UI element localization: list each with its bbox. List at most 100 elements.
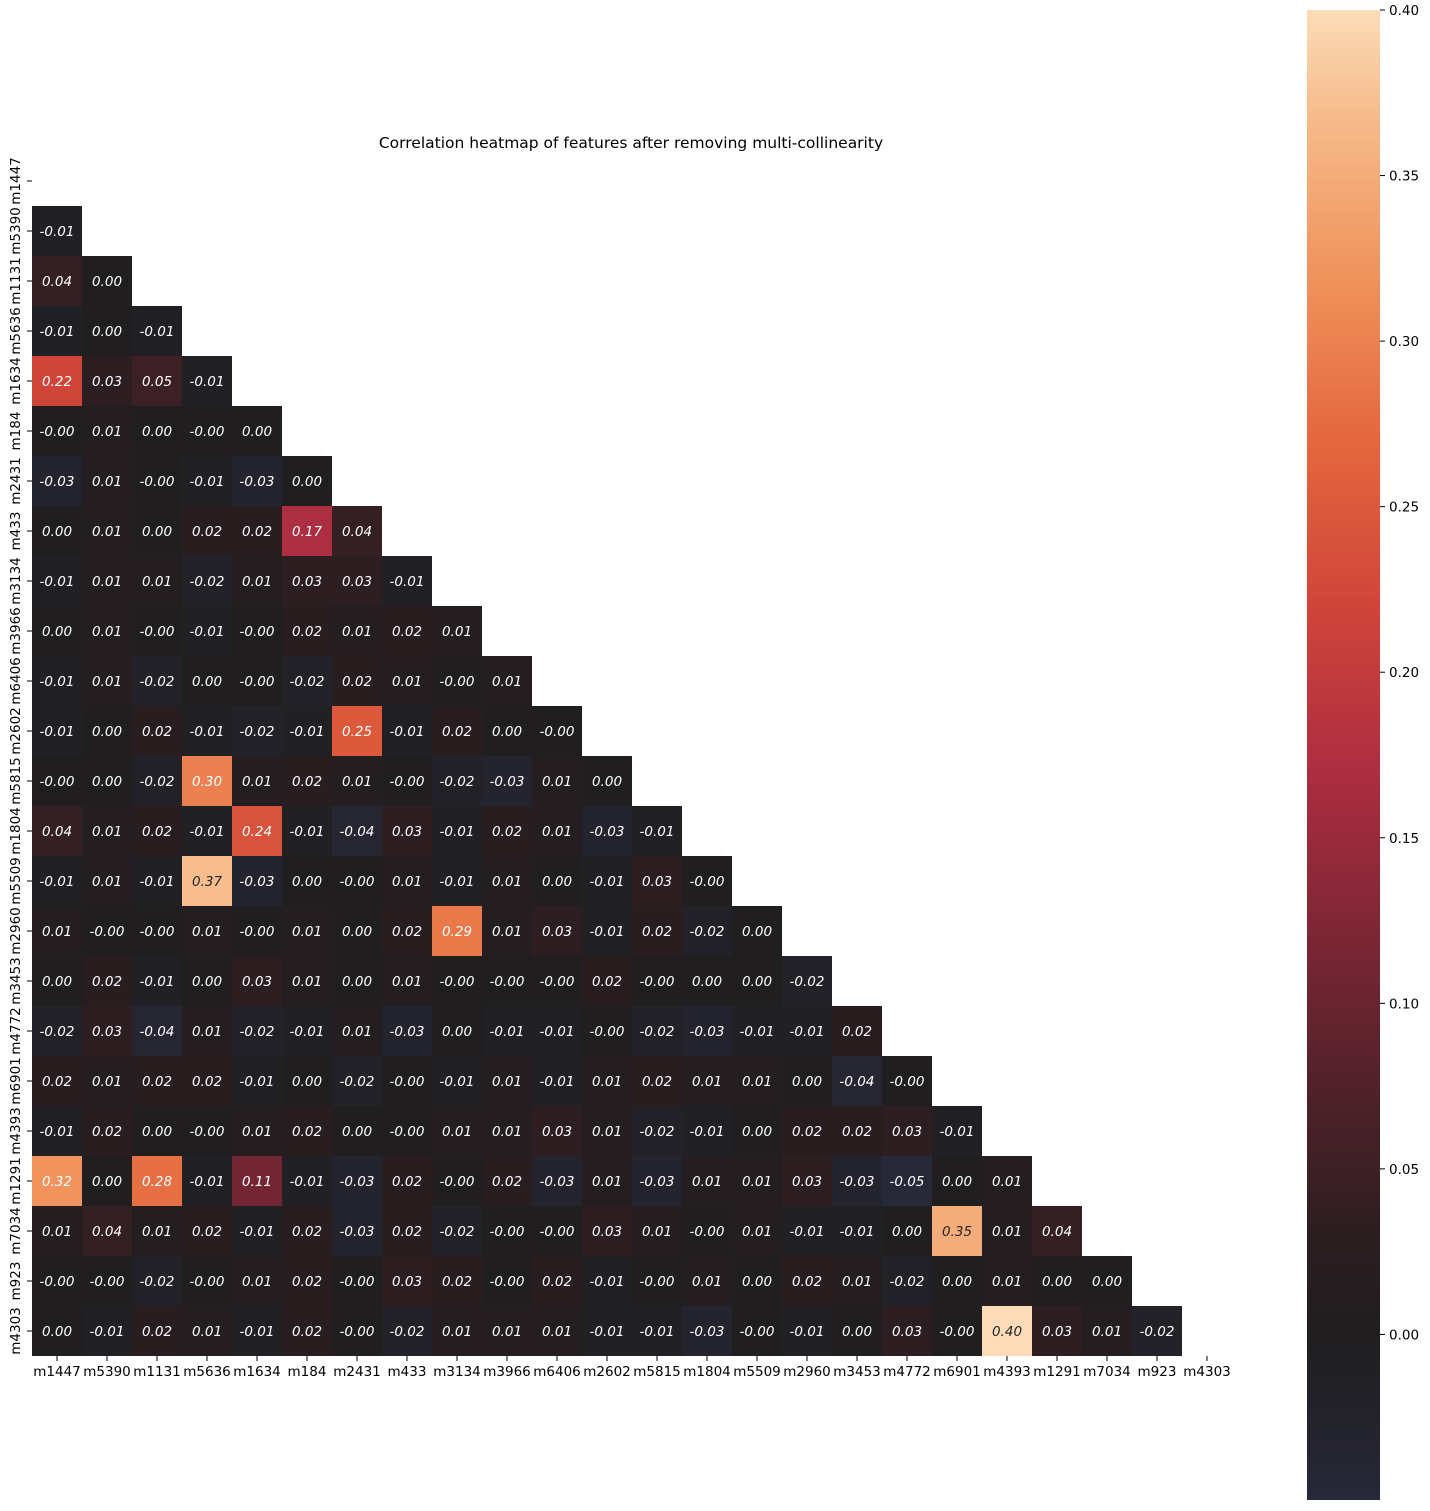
heatmap-cell-label: 0.01 xyxy=(592,1124,622,1140)
heatmap-cell-m1634-m1447 xyxy=(32,356,82,406)
heatmap-cell-m1804-m3134 xyxy=(432,806,482,856)
heatmap-cell-label: -0.01 xyxy=(590,924,625,940)
y-tick-label: m6406 xyxy=(8,657,24,705)
chart-title: Correlation heatmap of features after re… xyxy=(379,134,883,152)
heatmap-cell-label: 0.35 xyxy=(942,1224,972,1240)
heatmap-cell-label: 0.02 xyxy=(792,1274,822,1290)
heatmap-cell-label: 0.02 xyxy=(642,1074,672,1090)
heatmap-cell-label: -0.00 xyxy=(440,974,475,990)
heatmap-cell-label: 0.01 xyxy=(442,1124,472,1140)
heatmap-cell-label: -0.00 xyxy=(140,924,175,940)
x-tick-label: m2602 xyxy=(583,1364,631,1380)
heatmap-cell-label: 0.00 xyxy=(1092,1274,1122,1290)
heatmap-cell-label: -0.02 xyxy=(140,774,175,790)
heatmap-cell-m3453-m2602 xyxy=(582,956,632,1006)
heatmap-cell-m6901-m1804 xyxy=(682,1056,732,1106)
heatmap-cell-label: -0.00 xyxy=(390,1074,425,1090)
heatmap-cell-label: 0.04 xyxy=(342,524,372,540)
heatmap-cell-label: -0.02 xyxy=(190,574,225,590)
heatmap-cell-label: 0.02 xyxy=(392,1224,422,1240)
colorbar-gradient xyxy=(1307,10,1380,1500)
heatmap-cell-m433-m184 xyxy=(282,506,332,556)
heatmap-cell-m923-m433 xyxy=(382,1256,432,1306)
heatmap-cell-label: 0.02 xyxy=(192,524,222,540)
heatmap-cell-label: 0.02 xyxy=(592,974,622,990)
heatmap-cell-label: 0.01 xyxy=(92,524,122,540)
heatmap-cell-label: 0.00 xyxy=(792,1074,822,1090)
heatmap-cell-label: -0.00 xyxy=(540,724,575,740)
heatmap-cell-label: -0.00 xyxy=(140,624,175,640)
heatmap-cell-m5815-m2431 xyxy=(332,756,382,806)
y-tick-label: m2960 xyxy=(8,907,24,955)
heatmap-cell-label: 0.01 xyxy=(92,424,122,440)
heatmap-cell-m2431-m1447 xyxy=(32,456,82,506)
heatmap-cell-m4393-m184 xyxy=(282,1106,332,1156)
heatmap-cell-m3134-m2431 xyxy=(332,556,382,606)
heatmap-cell-label: 0.02 xyxy=(292,1224,322,1240)
heatmap-cell-m3453-m3966 xyxy=(482,956,532,1006)
heatmap-cell-label: 0.01 xyxy=(492,1074,522,1090)
heatmap-cell-label: -0.00 xyxy=(190,424,225,440)
x-tick-label: m184 xyxy=(288,1364,327,1380)
heatmap-cell-label: -0.01 xyxy=(290,1024,325,1040)
heatmap-cell-label: -0.04 xyxy=(840,1074,875,1090)
heatmap-cell-m6901-m433 xyxy=(382,1056,432,1106)
heatmap-cell-label: 0.01 xyxy=(142,1224,172,1240)
heatmap-cell-label: 0.01 xyxy=(692,1074,722,1090)
heatmap-cell-label: 0.28 xyxy=(142,1174,172,1190)
heatmap-cell-m4772-m2960 xyxy=(782,1006,832,1056)
x-tick-label: m433 xyxy=(388,1364,427,1380)
heatmap-cell-label: 0.03 xyxy=(642,874,672,890)
heatmap-cell-m4772-m3966 xyxy=(482,1006,532,1056)
heatmap-cell-label: -0.00 xyxy=(240,924,275,940)
heatmap-cell-m5509-m2431 xyxy=(332,856,382,906)
heatmap-cell-label: 0.04 xyxy=(42,824,72,840)
colorbar-tick-label: 0.25 xyxy=(1389,500,1419,516)
heatmap-cell-label: -0.00 xyxy=(640,974,675,990)
heatmap-cell-m4393-m1804 xyxy=(682,1106,732,1156)
heatmap-cell-label: 0.01 xyxy=(692,1274,722,1290)
heatmap-cell-m4772-m2431 xyxy=(332,1006,382,1056)
heatmap-cell-m6901-m6406 xyxy=(532,1056,582,1106)
heatmap-cell-label: 0.02 xyxy=(142,724,172,740)
y-tick-label: m433 xyxy=(8,512,24,551)
y-tick-label: m3134 xyxy=(8,557,24,605)
heatmap-cell-label: -0.01 xyxy=(790,1024,825,1040)
y-tick-label: m4393 xyxy=(8,1107,24,1155)
heatmap-cell-label: 0.00 xyxy=(592,774,622,790)
colorbar-tick-label: 0.30 xyxy=(1389,334,1419,350)
heatmap-cell-m5509-m3966 xyxy=(482,856,532,906)
heatmap-cell-label: -0.02 xyxy=(440,1224,475,1240)
heatmap-cell-label: 0.02 xyxy=(642,924,672,940)
heatmap-cell-m4393-m6901 xyxy=(932,1106,982,1156)
heatmap-cell-m7034-m4772 xyxy=(882,1206,932,1256)
heatmap-cell-label: -0.00 xyxy=(390,1124,425,1140)
heatmap-cell-label: -0.01 xyxy=(840,1224,875,1240)
heatmap-cell-m1804-m1447 xyxy=(32,806,82,856)
heatmap-cell-m3134-m5390 xyxy=(82,556,132,606)
heatmap-cell-label: 0.02 xyxy=(292,1274,322,1290)
heatmap-cell-label: 0.01 xyxy=(92,674,122,690)
heatmap-cell-m923-m2602 xyxy=(582,1256,632,1306)
heatmap-cell-label: 0.00 xyxy=(442,1024,472,1040)
heatmap-cell-m1291-m2431 xyxy=(332,1156,382,1206)
heatmap-cell-label: -0.00 xyxy=(390,774,425,790)
heatmap-cell-label: 0.01 xyxy=(92,824,122,840)
heatmap-cell-m1804-m433 xyxy=(382,806,432,856)
heatmap-cell-m923-m7034 xyxy=(1082,1256,1132,1306)
heatmap-cell-m433-m1447 xyxy=(32,506,82,556)
heatmap-cell-label: 0.02 xyxy=(542,1274,572,1290)
heatmap-cell-label: -0.01 xyxy=(390,724,425,740)
heatmap-cell-m1804-m2602 xyxy=(582,806,632,856)
heatmap-cell-m2431-m1131 xyxy=(132,456,182,506)
heatmap-cell-m7034-m2960 xyxy=(782,1206,832,1256)
heatmap-cell-label: -0.00 xyxy=(340,874,375,890)
heatmap-cell-m1634-m5636 xyxy=(182,356,232,406)
heatmap-cell-label: 0.02 xyxy=(792,1124,822,1140)
heatmap-cell-label: 0.00 xyxy=(542,874,572,890)
heatmap-cell-m4393-m5636 xyxy=(182,1106,232,1156)
heatmap-cell-label: -0.01 xyxy=(190,474,225,490)
heatmap-cell-label: 0.05 xyxy=(142,374,172,390)
heatmap-cell-m5509-m1447 xyxy=(32,856,82,906)
